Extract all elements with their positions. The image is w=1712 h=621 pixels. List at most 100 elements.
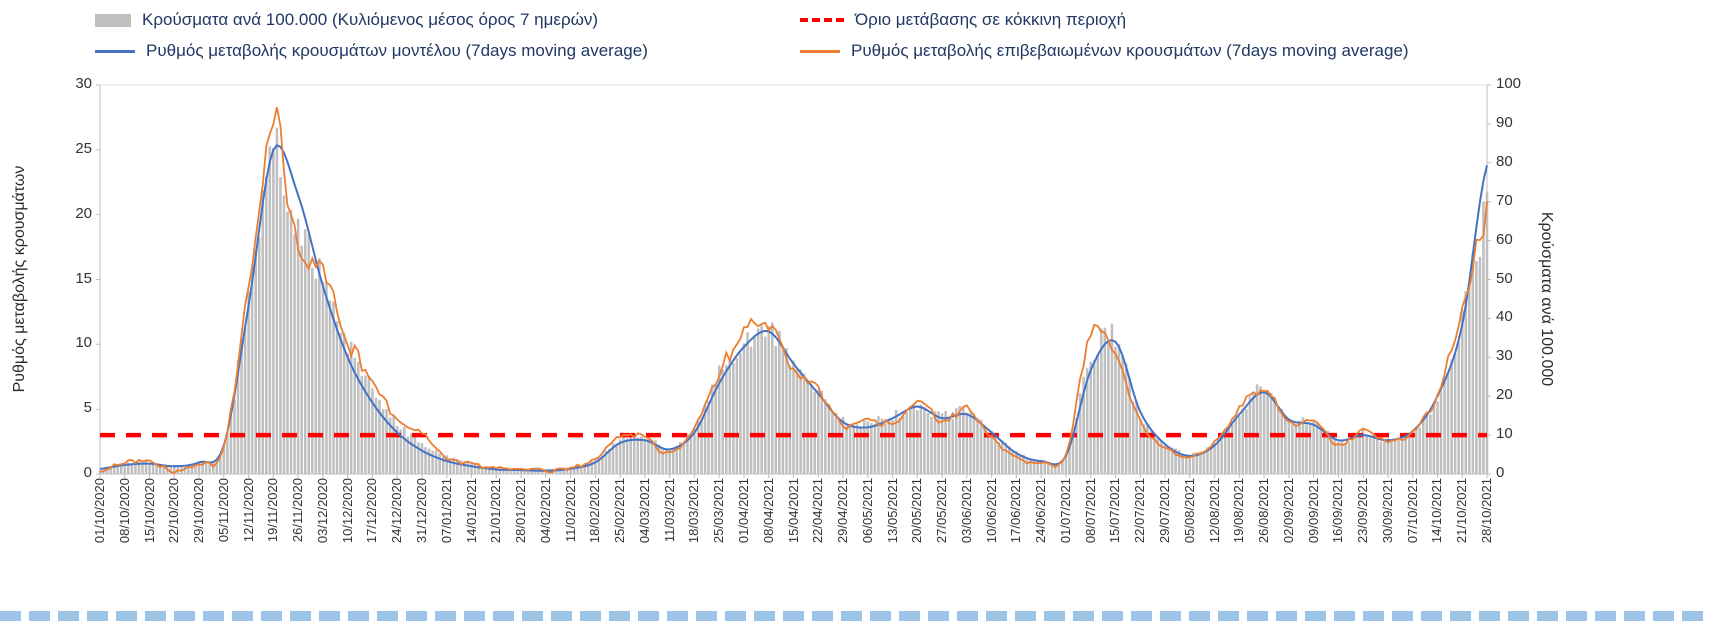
sheet-cell[interactable] — [551, 611, 572, 621]
sheet-cell[interactable] — [1682, 611, 1703, 621]
cases-bars-series — [98, 127, 1489, 474]
sheet-cell[interactable] — [87, 611, 108, 621]
threshold-legend-label: Όριο μετάβασης σε κόκκινη περιοχή — [855, 10, 1127, 29]
sheet-cell[interactable] — [1624, 611, 1645, 621]
x-axis-date-label: 21/10/2021 — [1454, 478, 1470, 544]
x-axis-date-label: 24/12/2020 — [389, 478, 405, 544]
sheet-cell[interactable] — [667, 611, 688, 621]
threshold-legend-marker — [800, 18, 844, 22]
x-axis-date-label: 17/06/2021 — [1008, 478, 1024, 544]
confirmed-rate-line — [99, 107, 1488, 474]
sheet-cell[interactable] — [58, 611, 79, 621]
x-axis-date-label: 07/01/2021 — [438, 478, 454, 544]
sheet-cell[interactable] — [174, 611, 195, 621]
sheet-cell[interactable] — [1653, 611, 1674, 621]
sheet-cell[interactable] — [1363, 611, 1384, 621]
sheet-cell[interactable] — [493, 611, 514, 621]
confirmed-line-legend-label: Ρυθμός μεταβολής επιβεβαιωμένων κρουσμάτ… — [851, 41, 1409, 60]
sheet-cell[interactable] — [725, 611, 746, 621]
x-axis-date-label: 19/11/2020 — [265, 478, 281, 543]
sheet-cell[interactable] — [609, 611, 630, 621]
sheet-cell[interactable] — [812, 611, 833, 621]
sheet-cell[interactable] — [1508, 611, 1529, 621]
x-axis-date-label: 08/07/2021 — [1082, 478, 1098, 544]
sheet-cell[interactable] — [1566, 611, 1587, 621]
sheet-cell[interactable] — [1537, 611, 1558, 621]
sheet-cell[interactable] — [406, 611, 427, 621]
sheet-cell[interactable] — [754, 611, 775, 621]
x-axis-date-label: 28/10/2021 — [1479, 478, 1494, 544]
sheet-cell[interactable] — [0, 611, 21, 621]
right-axis-tick-label: 90 — [1496, 113, 1513, 131]
sheet-cell[interactable] — [1218, 611, 1239, 621]
sheet-cell[interactable] — [1276, 611, 1297, 621]
sheet-cell[interactable] — [29, 611, 50, 621]
x-axis-date-label: 14/10/2021 — [1429, 478, 1445, 544]
sheet-cell[interactable] — [1073, 611, 1094, 621]
x-axis-date-label: 18/02/2021 — [587, 478, 603, 544]
sheet-cell[interactable] — [899, 611, 920, 621]
x-axis-date-label: 14/01/2021 — [463, 478, 479, 544]
sheet-cell[interactable] — [928, 611, 949, 621]
sheet-cell[interactable] — [1160, 611, 1181, 621]
sheet-cell[interactable] — [1450, 611, 1471, 621]
sheet-cell[interactable] — [1595, 611, 1616, 621]
sheet-cell[interactable] — [1015, 611, 1036, 621]
sheet-cell[interactable] — [522, 611, 543, 621]
right-axis-tick-label: 10 — [1496, 425, 1513, 443]
x-axis-date-label: 10/12/2020 — [339, 478, 355, 544]
x-axis-date-label: 12/11/2020 — [240, 478, 256, 543]
sheet-cell[interactable] — [232, 611, 253, 621]
model-rate-line — [99, 144, 1488, 472]
x-axis-date-label: 04/02/2021 — [537, 478, 553, 544]
model-line-legend-label: Ρυθμός μεταβολής κρουσμάτων μοντέλου (7d… — [146, 41, 648, 60]
sheet-cell[interactable] — [957, 611, 978, 621]
legend-item-model-line: Ρυθμός μεταβολής κρουσμάτων μοντέλου (7d… — [95, 41, 648, 61]
x-axis-date-label: 01/07/2021 — [1057, 478, 1073, 544]
x-axis-date-label: 13/05/2021 — [884, 478, 900, 544]
sheet-cell[interactable] — [145, 611, 166, 621]
sheet-cell[interactable] — [348, 611, 369, 621]
sheet-cell[interactable] — [783, 611, 804, 621]
left-axis-tick-label: 5 — [83, 399, 92, 417]
sheet-cell[interactable] — [203, 611, 224, 621]
sheet-cell[interactable] — [986, 611, 1007, 621]
sheet-cell[interactable] — [1392, 611, 1413, 621]
sheet-cell[interactable] — [290, 611, 311, 621]
sheet-cell[interactable] — [580, 611, 601, 621]
sheet-cell[interactable] — [435, 611, 456, 621]
left-axis-tick-label: 15 — [75, 269, 92, 287]
sheet-cell[interactable] — [377, 611, 398, 621]
x-axis-date-label: 24/06/2021 — [1033, 478, 1049, 544]
sheet-cell[interactable] — [1479, 611, 1500, 621]
sheet-cell[interactable] — [638, 611, 659, 621]
x-axis-date-label: 21/01/2021 — [488, 478, 504, 544]
x-axis-date-label: 17/12/2020 — [364, 478, 380, 544]
sheet-cell[interactable] — [841, 611, 862, 621]
x-axis-date-label: 18/03/2021 — [686, 478, 702, 544]
sheet-cell[interactable] — [1189, 611, 1210, 621]
sheet-cell[interactable] — [696, 611, 717, 621]
sheet-cell[interactable] — [1102, 611, 1123, 621]
sheet-cell[interactable] — [116, 611, 137, 621]
bars-legend-marker — [95, 13, 131, 27]
x-axis-date-label: 01/10/2020 — [92, 478, 107, 544]
sheet-cell[interactable] — [1334, 611, 1355, 621]
sheet-cell[interactable] — [261, 611, 282, 621]
x-axis-date-label: 23/09/2021 — [1355, 478, 1371, 544]
spreadsheet-cell-strip — [0, 611, 1712, 621]
sheet-cell[interactable] — [319, 611, 340, 621]
right-axis-tick-label: 80 — [1496, 152, 1513, 170]
sheet-cell[interactable] — [1421, 611, 1442, 621]
sheet-cell[interactable] — [1247, 611, 1268, 621]
sheet-cell[interactable] — [1305, 611, 1326, 621]
x-axis-date-label: 03/06/2021 — [958, 478, 974, 544]
sheet-cell[interactable] — [870, 611, 891, 621]
sheet-cell[interactable] — [464, 611, 485, 621]
x-axis-date-label: 26/11/2020 — [290, 478, 306, 543]
sheet-cell[interactable] — [1131, 611, 1152, 621]
sheet-cell[interactable] — [1044, 611, 1065, 621]
x-axis-date-label: 12/08/2021 — [1206, 478, 1222, 544]
left-axis-tick-label: 0 — [83, 464, 92, 481]
